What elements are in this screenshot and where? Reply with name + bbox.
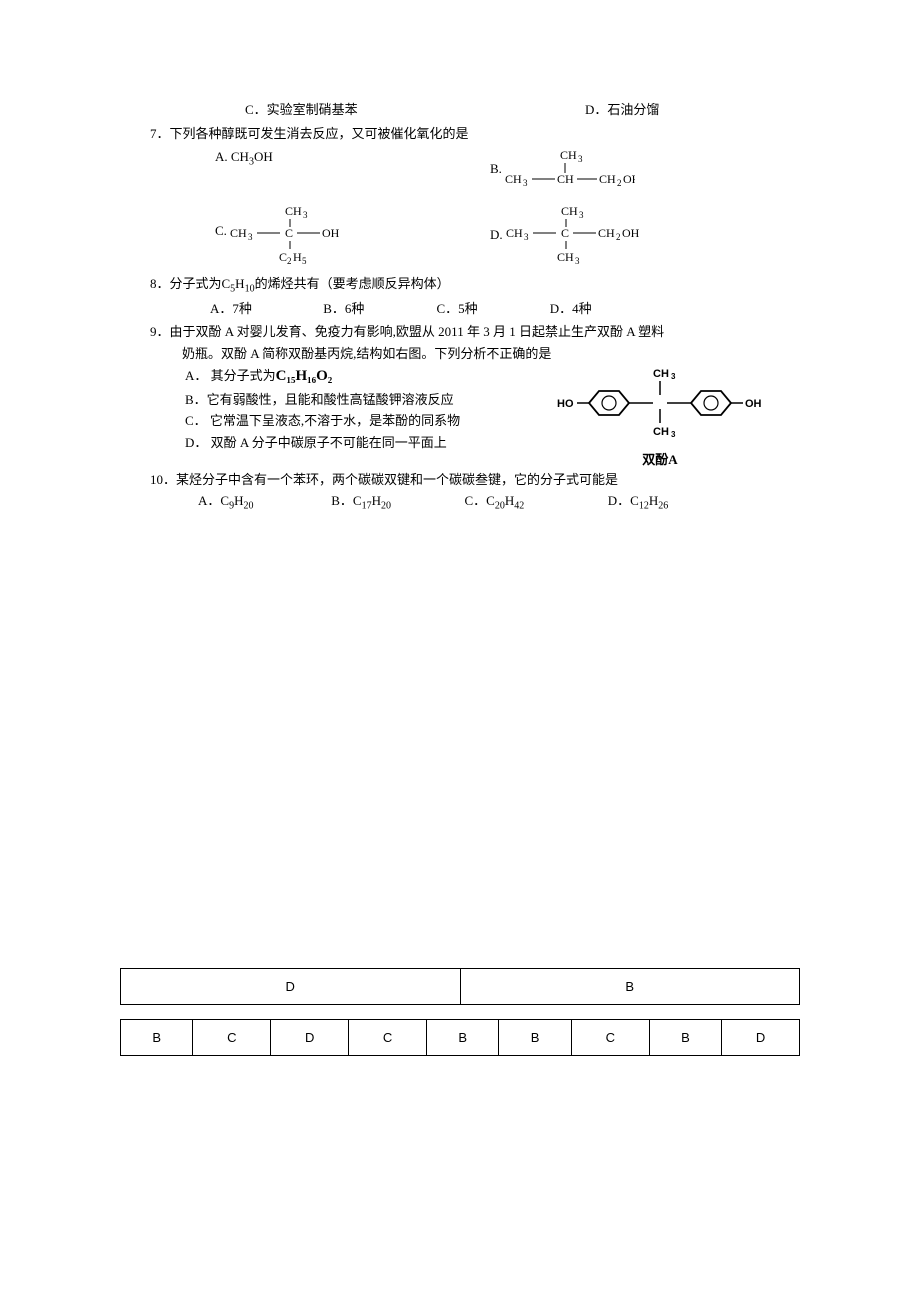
svg-text:C: C <box>279 250 287 264</box>
q7-optD: D. CH3 CH3 C CH2OH CH3 <box>460 203 770 271</box>
svg-text:CH: CH <box>561 204 578 218</box>
svg-text:OH: OH <box>745 398 762 410</box>
answer-cell: D <box>121 968 461 1004</box>
answer-cell: D <box>271 1019 349 1055</box>
svg-text:CH: CH <box>598 226 615 240</box>
q8-options: A．7种 B．6种 C．5种 D．4种 <box>150 299 770 319</box>
q9-optD: D． 双酚 A 分子中碳原子不可能在同一平面上 <box>185 433 550 453</box>
svg-text:CH: CH <box>560 148 577 162</box>
q9-diagram: CH3 HO OH CH3 <box>550 365 770 470</box>
answer-cell: B <box>499 1019 571 1055</box>
svg-text:CH: CH <box>653 426 669 438</box>
answer-cell: B <box>649 1019 721 1055</box>
q9-optC: C． 它常温下呈液态,不溶于水，是苯酚的同系物 <box>185 411 550 431</box>
q9-optA: A． 其分子式为C₁₅H₁₆O₂ <box>185 365 550 388</box>
q8-optA: A．7种 <box>210 299 320 319</box>
svg-text:CH: CH <box>599 172 616 186</box>
answer-cell: C <box>193 1019 271 1055</box>
svg-text:3: 3 <box>524 232 529 242</box>
q7-optA: A. CH3OH <box>150 147 460 199</box>
svg-text:3: 3 <box>579 210 584 220</box>
q10-optC: C．C20H42 <box>465 491 605 514</box>
svg-text:3: 3 <box>671 372 676 381</box>
q9-options: A． 其分子式为C₁₅H₁₆O₂ B．它有弱酸性，且能和酸性高锰酸钾溶液反应 C… <box>150 365 550 470</box>
svg-text:H: H <box>293 250 302 264</box>
svg-text:3: 3 <box>303 210 308 220</box>
answer-table-1: D B <box>120 968 800 1005</box>
q7-optC: C. CH3 CH3 C OH C2H5 <box>150 203 460 271</box>
svg-text:2: 2 <box>616 232 621 242</box>
q8-stem: 8．分子式为C5H10的烯烃共有（要考虑顺反异构体） <box>150 274 770 297</box>
svg-text:OH: OH <box>322 226 340 240</box>
bisphenol-a-icon: CH3 HO OH CH3 <box>555 365 765 445</box>
svg-text:OH: OH <box>622 226 640 240</box>
svg-text:3: 3 <box>671 430 676 439</box>
q9-diagram-label: 双酚A <box>550 450 770 470</box>
q8-optD: D．4种 <box>550 299 660 319</box>
q7-optB: B. CH3 CH3 CH CH2 OH <box>460 147 770 199</box>
q9-stem2: 奶瓶。双酚 A 简称双酚基丙烷,结构如右图。下列分析不正确的是 <box>150 344 770 364</box>
svg-text:CH: CH <box>557 172 574 186</box>
q10-optA: A．C9H20 <box>198 491 328 514</box>
svg-text:3: 3 <box>248 232 253 242</box>
q7-molD-icon: CH3 CH3 C CH2OH CH3 <box>506 203 646 271</box>
q6-row: C．实验室制硝基苯 D．石油分馏 <box>150 100 770 120</box>
svg-text:3: 3 <box>523 178 528 188</box>
answer-cell: B <box>121 1019 193 1055</box>
answer-cell: D <box>722 1019 800 1055</box>
svg-text:CH: CH <box>505 172 522 186</box>
q7-options-row2: C. CH3 CH3 C OH C2H5 <box>150 203 770 271</box>
table-row: D B <box>121 968 800 1004</box>
svg-text:C: C <box>561 226 569 240</box>
svg-text:OH: OH <box>623 172 635 186</box>
svg-text:CH: CH <box>230 226 247 240</box>
svg-text:C: C <box>285 226 293 240</box>
answer-table-2: B C D C B B C B D <box>120 1019 800 1056</box>
table-row: B C D C B B C B D <box>121 1019 800 1055</box>
svg-text:CH: CH <box>557 250 574 264</box>
svg-text:HO: HO <box>557 398 574 410</box>
svg-text:3: 3 <box>578 154 583 164</box>
answer-cell: B <box>426 1019 498 1055</box>
q6-optC: C．实验室制硝基苯 <box>150 100 555 120</box>
q7-molB-icon: CH3 CH3 CH CH2 OH <box>505 147 635 199</box>
q10-options: A．C9H20 B．C17H20 C．C20H42 D．C12H26 <box>150 491 770 514</box>
q9-optB: B．它有弱酸性，且能和酸性高锰酸钾溶液反应 <box>185 390 550 410</box>
q8-optB: B．6种 <box>323 299 433 319</box>
answer-cell: C <box>571 1019 649 1055</box>
q10-optD: D．C12H26 <box>608 491 738 514</box>
q9-stem1: 9．由于双酚 A 对婴儿发育、免疫力有影响,欧盟从 2011 年 3 月 1 日… <box>150 322 770 342</box>
q7-molC-icon: CH3 CH3 C OH C2H5 <box>230 203 360 271</box>
answer-cell: C <box>349 1019 427 1055</box>
svg-text:3: 3 <box>575 256 580 265</box>
q10-stem: 10．某烃分子中含有一个苯环，两个碳碳双键和一个碳碳叁键，它的分子式可能是 <box>150 470 770 490</box>
answer-cell: B <box>460 968 800 1004</box>
q6-optD: D．石油分馏 <box>555 100 895 120</box>
page-content: C．实验室制硝基苯 D．石油分馏 7．下列各种醇既可发生消去反应，又可被催化氧化… <box>0 0 920 566</box>
svg-text:CH: CH <box>285 204 302 218</box>
svg-text:CH: CH <box>653 368 669 380</box>
svg-text:CH: CH <box>506 226 523 240</box>
answer-tables: D B B C D C B B C B D <box>0 566 920 1106</box>
q7-options-row1: A. CH3OH B. CH3 CH3 CH CH2 OH <box>150 147 770 199</box>
q8-optC: C．5种 <box>437 299 547 319</box>
q10-optB: B．C17H20 <box>331 491 461 514</box>
svg-text:2: 2 <box>287 256 292 265</box>
q9-body: A． 其分子式为C₁₅H₁₆O₂ B．它有弱酸性，且能和酸性高锰酸钾溶液反应 C… <box>150 365 770 470</box>
svg-text:2: 2 <box>617 178 622 188</box>
svg-text:5: 5 <box>302 256 307 265</box>
